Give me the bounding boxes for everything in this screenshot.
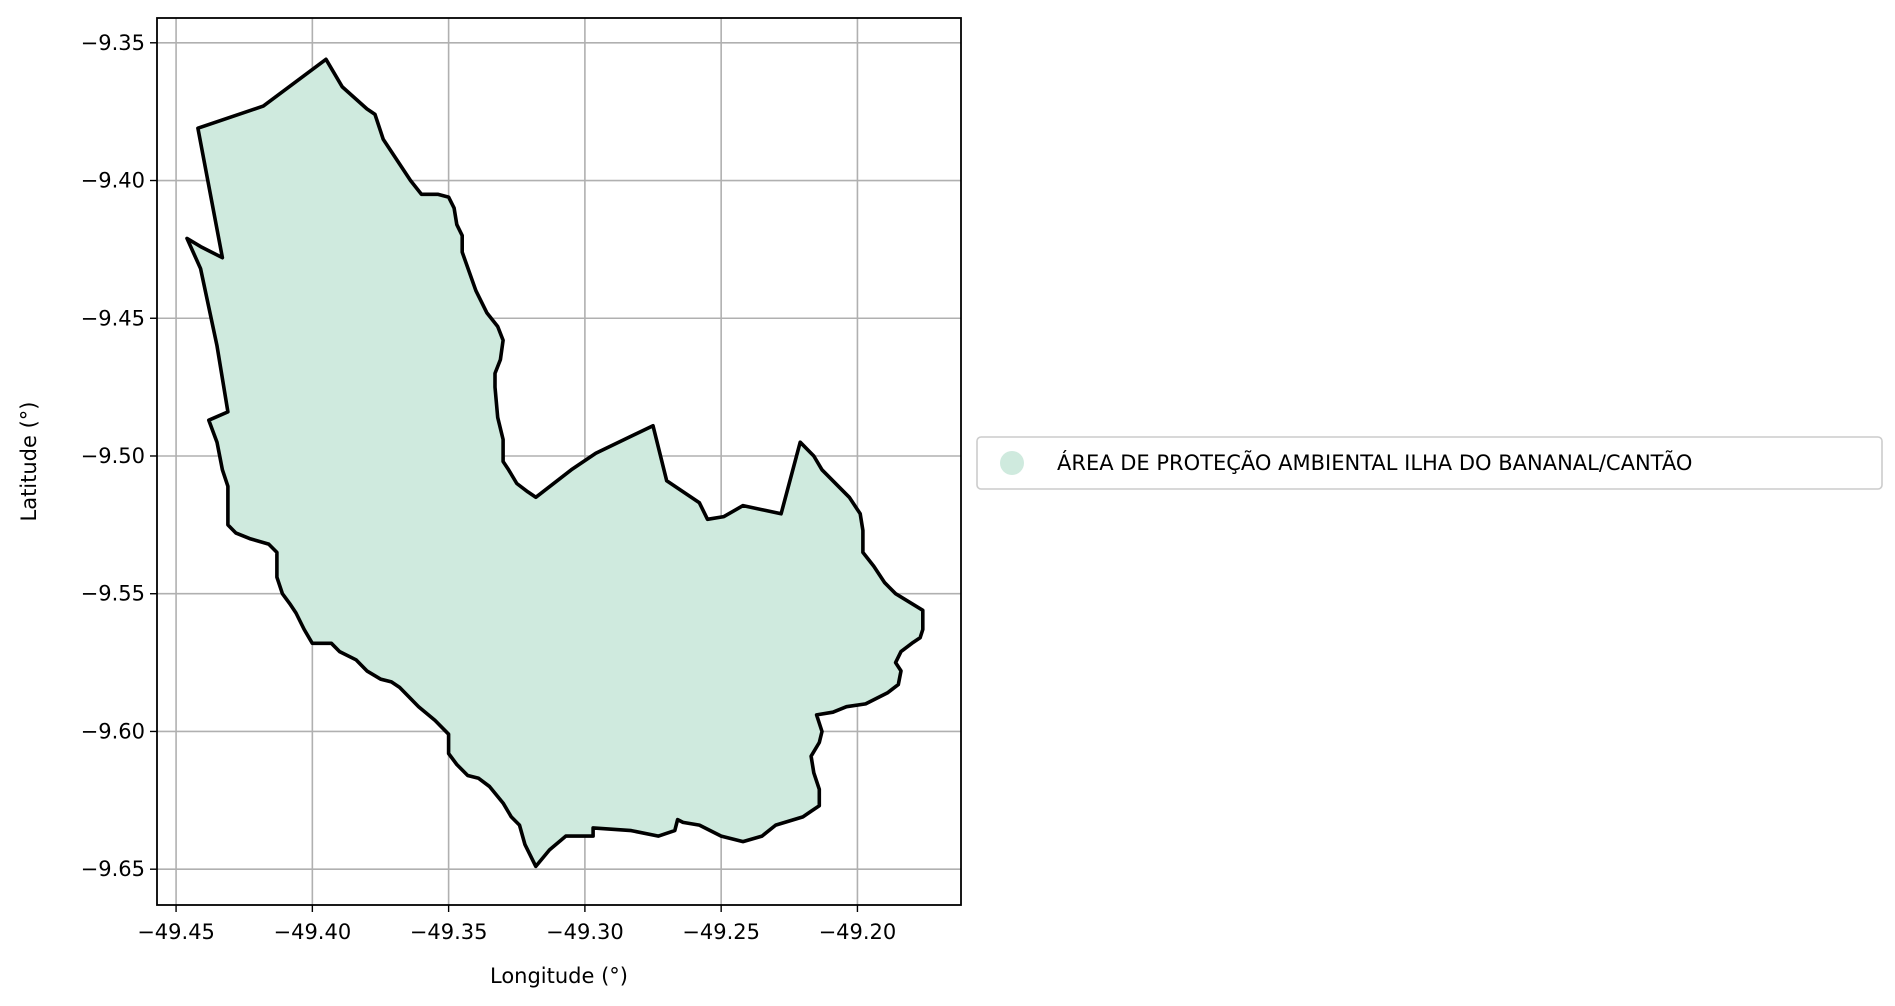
x-tick-label: −49.35	[410, 920, 488, 944]
y-axis-label: Latitude (°)	[17, 402, 41, 522]
x-axis-label: Longitude (°)	[490, 964, 628, 988]
protected-area-polygon	[185, 57, 925, 869]
y-tick-label: −9.35	[81, 31, 145, 55]
legend: ÁREA DE PROTEÇÃO AMBIENTAL ILHA DO BANAN…	[976, 436, 1883, 490]
plot-area: −49.45 −49.40 −49.35 −49.30 −49.25 −49.20 −9.…	[81, 17, 962, 944]
x-tick-label: −49.20	[819, 920, 897, 944]
axes-frame	[156, 17, 962, 906]
x-tick-label: −49.40	[273, 920, 351, 944]
y-tick-label: −9.55	[81, 582, 145, 606]
x-tick-label: −49.25	[682, 920, 760, 944]
y-tick-label: −9.50	[81, 444, 145, 468]
y-tick-label: −9.45	[81, 306, 145, 330]
x-tick-label: −49.45	[137, 920, 215, 944]
x-tick-label: −49.30	[546, 920, 624, 944]
y-tick-label: −9.40	[81, 169, 145, 193]
legend-marker	[1000, 451, 1024, 475]
legend-box	[976, 436, 1883, 490]
legend-label: ÁREA DE PROTEÇÃO AMBIENTAL ILHA DO BANAN…	[1057, 449, 1692, 475]
y-tick-label: −9.60	[81, 719, 145, 743]
polygon-layer	[185, 57, 925, 869]
y-tick-label: −9.65	[81, 857, 145, 881]
x-axis-ticks: −49.45 −49.40 −49.35 −49.30 −49.25 −49.20	[137, 905, 896, 944]
y-axis-ticks: −9.35 −9.40 −9.45 −9.50 −9.55 −9.60 −9.65	[81, 31, 157, 881]
